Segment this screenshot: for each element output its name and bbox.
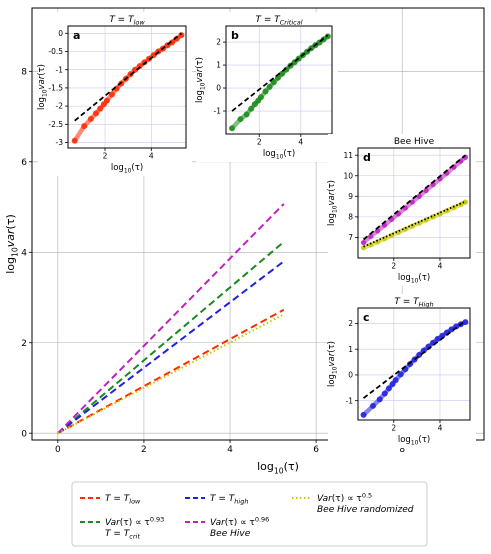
inset-x-label: log10(τ): [398, 273, 430, 285]
fit-line-0: [362, 154, 466, 241]
plot-border: [357, 147, 471, 259]
y-tick-label: -2.5: [48, 120, 63, 129]
x-tick-label: 2: [141, 445, 147, 455]
y-tick-label: 0: [58, 29, 63, 38]
inset-x-label: log10(τ): [111, 163, 143, 175]
y-tick-label: 2: [216, 38, 221, 47]
legend-label-line1: T = Tlow: [105, 494, 141, 506]
plot-border: [31, 7, 485, 441]
data-trace-0: [229, 34, 331, 131]
x-tick-label: 4: [298, 138, 303, 147]
y-axis-label: log10var(τ): [4, 214, 19, 274]
y-tick-label: 2: [348, 319, 353, 328]
y-tick-label: -0.5: [48, 47, 63, 56]
inset-panel-b: 2 4 -1 0 1 2 b T = TCritical log10(τ) log10var(τ): [195, 12, 338, 162]
x-tick-label: 2: [103, 152, 108, 161]
plot-border: [357, 307, 471, 421]
legend-entry-1: T = Thigh: [185, 494, 248, 506]
fit-line-1: [363, 200, 466, 248]
y-tick-label: 0: [21, 429, 27, 439]
y-tick-label: 7: [348, 233, 353, 242]
fit-line-0: [231, 34, 329, 112]
panel-title: T = THigh: [394, 297, 433, 309]
y-tick-label: 10: [343, 171, 353, 180]
inset-data: [360, 319, 469, 418]
inset-panel-c: 2 4 -1 0 1 2 c T = THigh log10(τ) log10var(τ): [327, 294, 476, 448]
series-line-2: [57, 260, 285, 435]
inset-panels: 2 4 -3 -2.5 -2 -1.5 -1 -0.5 0 a T = Tlow log10(τ) lo…: [37, 12, 476, 448]
panel-label: d: [363, 151, 371, 164]
y-tick-label: 2: [21, 339, 27, 349]
panel-label: a: [73, 29, 80, 42]
y-tick-label: 8: [348, 213, 353, 222]
y-tick-label: 11: [343, 151, 353, 160]
y-tick-label: 1: [216, 61, 221, 70]
inset-y-label: log10var(τ): [195, 57, 207, 103]
y-tick-label: 8: [21, 67, 27, 77]
y-tick-label: 0: [216, 84, 221, 93]
inset-panel-d: 2 4 7 8 9 10 11 d Bee Hive log10(τ) log10var(τ): [327, 134, 476, 286]
y-tick-label: -1.5: [48, 84, 63, 93]
x-tick-label: 2: [257, 138, 262, 147]
panel-title: Bee Hive: [394, 137, 435, 147]
y-tick-label: 9: [348, 192, 353, 201]
x-tick-label: 8: [399, 445, 405, 455]
x-tick-label: 4: [438, 262, 443, 271]
y-tick-label: -1: [346, 396, 354, 405]
inset-x-label: log10(τ): [263, 149, 295, 161]
legend-label-line2: T = Tcrit: [105, 529, 140, 541]
data-trace-0: [361, 155, 468, 245]
panel-title: T = TCritical: [256, 15, 303, 27]
inset-data: [71, 32, 185, 144]
x-tick-label: 6: [313, 445, 319, 455]
legend-label-line1: Var(τ) ∝ τ0.5: [317, 492, 372, 505]
panel-label: c: [363, 311, 370, 324]
y-tick-label: 6: [21, 158, 27, 168]
legend-label-line1: Var(τ) ∝ τ0.93: [105, 516, 164, 529]
legend-entry-3: Var(τ) ∝ τ0.93T = Tcrit: [80, 516, 164, 541]
inset-data: [360, 154, 468, 251]
y-tick-label: -3: [56, 138, 64, 147]
x-tick-label: 2: [391, 424, 396, 433]
legend-label-line1: Var(τ) ∝ τ0.96: [210, 516, 269, 529]
data-trace-1: [361, 199, 468, 250]
x-tick-label: 4: [227, 445, 233, 455]
inset-data: [229, 33, 331, 132]
y-tick-label: -1: [214, 107, 222, 116]
panel-label: b: [231, 29, 239, 42]
fit-line-0: [362, 320, 466, 399]
inset-panel-a: 2 4 -3 -2.5 -2 -1.5 -1 -0.5 0 a T = Tlow log10(τ) lo…: [37, 12, 192, 176]
series-line-1: [57, 241, 285, 434]
x-tick-label: 4: [149, 152, 154, 161]
y-tick-label: -2: [56, 102, 64, 111]
y-tick-label: 4: [21, 248, 27, 258]
legend-label-line2: Bee Hive randomized: [317, 505, 414, 515]
y-tick-label: -1: [56, 65, 64, 74]
inset-y-label: log10var(τ): [37, 64, 49, 110]
inset-y-label: log10var(τ): [327, 341, 339, 387]
inset-x-label: log10(τ): [398, 435, 430, 447]
x-tick-label: 0: [55, 445, 61, 455]
fit-line-0: [74, 32, 182, 122]
series-line-4: [57, 313, 285, 435]
legend-entry-0: T = Tlow: [80, 494, 141, 506]
series-line-0: [57, 308, 285, 435]
series-line-3: [57, 203, 285, 434]
x-tick-label: 2: [391, 262, 396, 271]
x-axis-label: log10(τ): [257, 460, 299, 475]
legend-label-line2: Bee Hive: [210, 529, 251, 539]
plot-border: [67, 25, 187, 149]
panel-title: T = Tlow: [109, 15, 145, 27]
plot-border: [225, 25, 333, 135]
y-tick-label: 0: [348, 371, 353, 380]
inset-y-label: log10var(τ): [327, 180, 339, 226]
legend-label-line1: T = Thigh: [210, 494, 248, 506]
y-tick-label: 1: [348, 345, 353, 354]
x-tick-label: 4: [438, 424, 443, 433]
legend-box: [71, 481, 428, 547]
